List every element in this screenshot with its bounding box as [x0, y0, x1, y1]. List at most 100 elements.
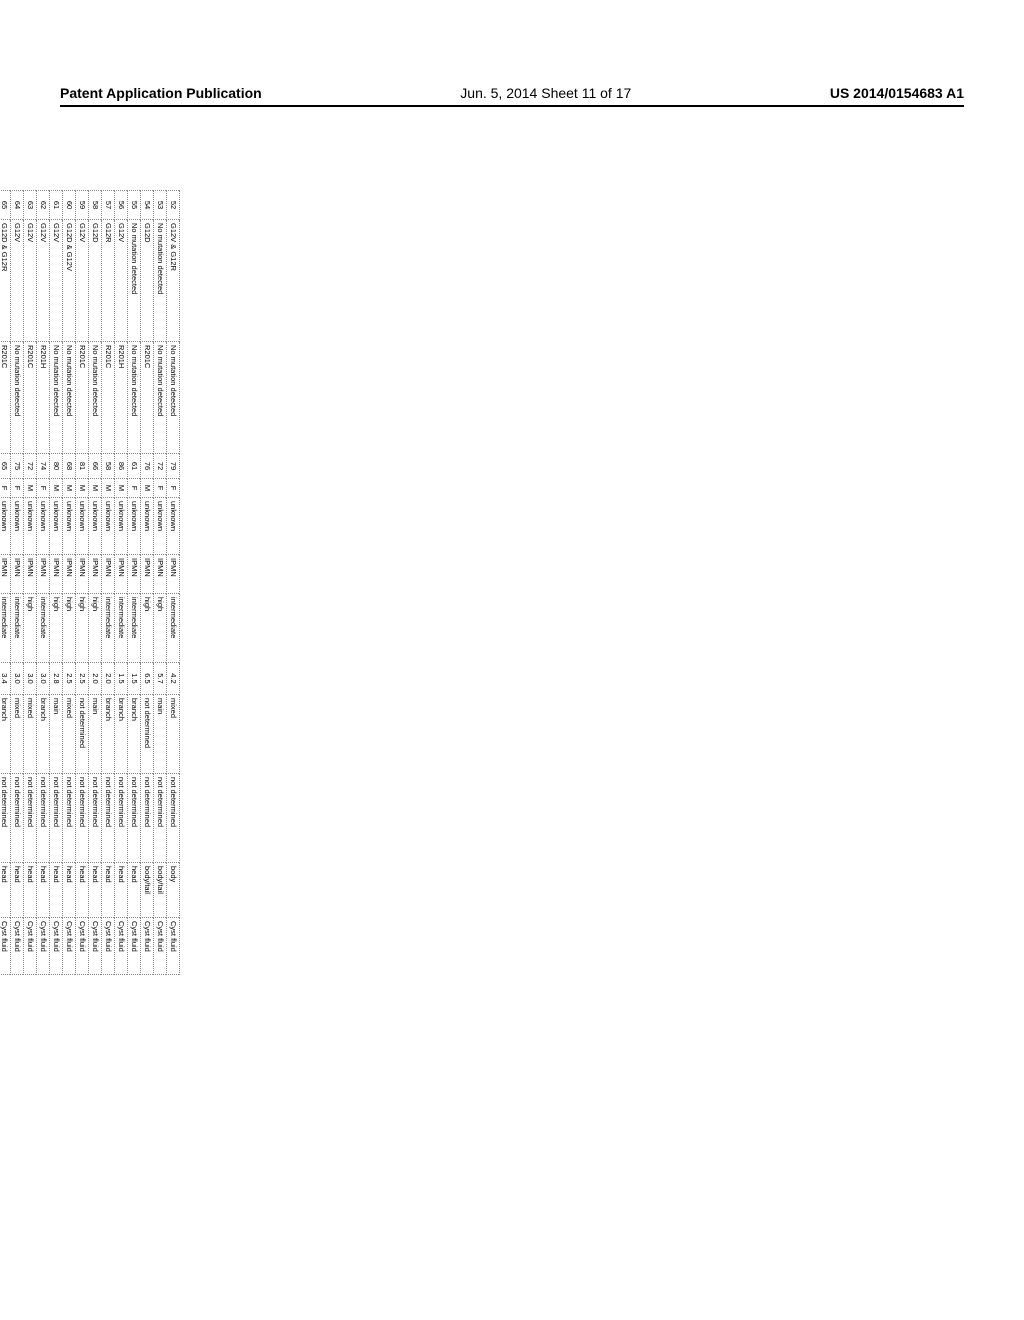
table-cell: high [154, 594, 167, 663]
table-cell: 66 [89, 454, 102, 479]
table-cell: M [24, 479, 37, 498]
patent-number: US 2014/0154683 A1 [830, 85, 964, 101]
table-cell: not determined [141, 774, 154, 863]
table-cell: 86 [115, 454, 128, 479]
table-cell: main [154, 695, 167, 774]
table-cell: R201C [76, 342, 89, 454]
table-row: 55No mutation detectedNo mutation detect… [128, 191, 141, 975]
table-cell: No mutation detected [128, 342, 141, 454]
table-cell: 55 [128, 191, 141, 220]
table-cell: unknown [102, 498, 115, 555]
table-row: 53No mutation detectedNo mutation detect… [154, 191, 167, 975]
table-cell: head [115, 863, 128, 918]
table-row: 64G12VNo mutation detected75FunknownIPMN… [11, 191, 24, 975]
table-cell: high [89, 594, 102, 663]
table-cell: high [50, 594, 63, 663]
table-cell: high [63, 594, 76, 663]
rotated-table-container: 52G12V & G12RNo mutation detected79Funkn… [0, 190, 180, 1110]
table-cell: not determined [11, 774, 24, 863]
table-cell: R201H [115, 342, 128, 454]
table-cell: mixed [63, 695, 76, 774]
table-cell: Cyst fluid [128, 918, 141, 975]
table-row: 60G12D & G12VNo mutation detected68Munkn… [63, 191, 76, 975]
table-cell: intermediate [0, 594, 11, 663]
table-cell: unknown [167, 498, 180, 555]
table-cell: IPMN [0, 555, 11, 594]
table-cell: 53 [154, 191, 167, 220]
table-cell: Cyst fluid [89, 918, 102, 975]
table-cell: main [50, 695, 63, 774]
table-cell: 75 [11, 454, 24, 479]
table-cell: IPMN [76, 555, 89, 594]
table-cell: F [37, 479, 50, 498]
table-cell: branch [0, 695, 11, 774]
table-cell: Cyst fluid [76, 918, 89, 975]
table-cell: Cyst fluid [0, 918, 11, 975]
table-cell: IPMN [89, 555, 102, 594]
table-cell: head [63, 863, 76, 918]
table-cell: unknown [11, 498, 24, 555]
table-cell: not determined [63, 774, 76, 863]
table-cell: intermediate [11, 594, 24, 663]
table-row: 57G12RR201C58MunknownIPMNintermediate2.0… [102, 191, 115, 975]
table-cell: R201C [24, 342, 37, 454]
table-cell: intermediate [115, 594, 128, 663]
table-cell: G12V & G12R [167, 220, 180, 342]
sheet-info: Jun. 5, 2014 Sheet 11 of 17 [460, 85, 631, 101]
table-cell: unknown [37, 498, 50, 555]
table-cell: No mutation detected [50, 342, 63, 454]
table-cell: 5.7 [154, 663, 167, 695]
table-cell: main [89, 695, 102, 774]
table-cell: unknown [63, 498, 76, 555]
page-header: Patent Application Publication Jun. 5, 2… [60, 85, 964, 107]
table-row: 58G12DNo mutation detected66MunknownIPMN… [89, 191, 102, 975]
table-cell: 54 [141, 191, 154, 220]
table-row: 65G12D & G12RR201C65FunknownIPMNintermed… [0, 191, 11, 975]
table-cell: M [50, 479, 63, 498]
table-cell: not determined [102, 774, 115, 863]
table-cell: G12V [76, 220, 89, 342]
table-cell: not determined [24, 774, 37, 863]
table-cell: branch [102, 695, 115, 774]
table-cell: unknown [0, 498, 11, 555]
table-cell: 2.8 [50, 663, 63, 695]
table-cell: intermediate [167, 594, 180, 663]
table-cell: not determined [76, 774, 89, 863]
table-cell: head [50, 863, 63, 918]
table-cell: M [89, 479, 102, 498]
table-cell: branch [37, 695, 50, 774]
table-cell: IPMN [167, 555, 180, 594]
table-cell: 68 [63, 454, 76, 479]
table-cell: G12D [141, 220, 154, 342]
publication-label: Patent Application Publication [60, 85, 262, 101]
table-cell: head [76, 863, 89, 918]
table-cell: R201C [0, 342, 11, 454]
table-row: 63G12VR201C72MunknownIPMNhigh3.0mixednot… [24, 191, 37, 975]
table-cell: IPMN [11, 555, 24, 594]
table-cell: 52 [167, 191, 180, 220]
table-row: 59G12VR201C81MunknownIPMNhigh2.5not dete… [76, 191, 89, 975]
table-cell: Cyst fluid [24, 918, 37, 975]
table-cell: G12V [50, 220, 63, 342]
table-cell: not determined [154, 774, 167, 863]
table-cell: 80 [50, 454, 63, 479]
table-cell: intermediate [37, 594, 50, 663]
table-cell: unknown [50, 498, 63, 555]
table-cell: R201C [141, 342, 154, 454]
table-cell: intermediate [128, 594, 141, 663]
table-cell: Cyst fluid [37, 918, 50, 975]
table-cell: F [0, 479, 11, 498]
table-cell: body/tail [141, 863, 154, 918]
table-cell: IPMN [37, 555, 50, 594]
table-cell: IPMN [50, 555, 63, 594]
table-cell: head [128, 863, 141, 918]
table-cell: head [24, 863, 37, 918]
table-cell: 76 [141, 454, 154, 479]
table-cell: 74 [37, 454, 50, 479]
table-cell: 72 [154, 454, 167, 479]
table-cell: intermediate [102, 594, 115, 663]
table-cell: head [102, 863, 115, 918]
table-cell: G12R [102, 220, 115, 342]
table-cell: unknown [115, 498, 128, 555]
table-cell: 59 [76, 191, 89, 220]
